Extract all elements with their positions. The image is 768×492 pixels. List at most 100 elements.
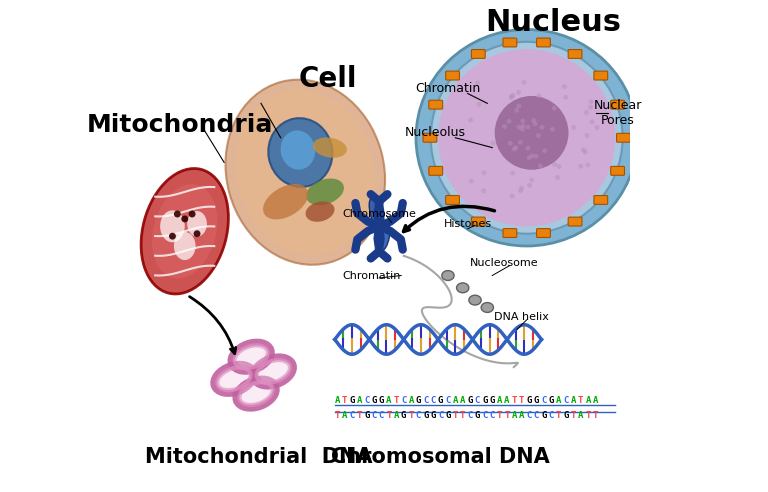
FancyBboxPatch shape [617,133,631,142]
Text: T: T [578,397,584,405]
Text: G: G [475,411,480,420]
Text: A: A [578,411,584,420]
Circle shape [585,162,591,167]
Text: A: A [593,397,598,405]
Text: C: C [423,397,429,405]
Text: Cell: Cell [298,65,356,92]
Circle shape [525,124,531,129]
Circle shape [530,154,535,158]
Ellipse shape [306,179,344,205]
Text: C: C [401,397,406,405]
FancyBboxPatch shape [594,71,607,80]
Circle shape [538,163,543,168]
Circle shape [562,84,567,89]
Circle shape [563,95,568,100]
Text: G: G [445,411,451,420]
Circle shape [169,233,176,240]
FancyBboxPatch shape [429,166,442,175]
Circle shape [510,194,515,199]
Text: A: A [505,397,510,405]
Circle shape [584,110,589,115]
Circle shape [525,146,531,151]
Circle shape [529,178,535,183]
Circle shape [508,95,514,100]
Ellipse shape [174,232,196,260]
Text: Mitochondria: Mitochondria [87,114,273,137]
Circle shape [517,104,521,109]
Text: C: C [364,397,369,405]
Text: G: G [534,397,539,405]
Text: A: A [519,411,525,420]
Text: G: G [438,397,443,405]
Text: C: C [489,411,495,420]
Text: G: G [482,397,488,405]
Text: C: C [526,411,531,420]
Circle shape [583,150,588,154]
Text: T: T [452,411,458,420]
Text: C: C [541,397,547,405]
Circle shape [557,164,561,169]
Circle shape [514,145,518,150]
Text: G: G [526,397,531,405]
Text: C: C [445,397,451,405]
Circle shape [518,140,523,145]
Circle shape [588,99,594,104]
Text: A: A [452,397,458,405]
Text: Mitochondrial  DNA: Mitochondrial DNA [145,447,372,466]
Ellipse shape [378,221,390,251]
Ellipse shape [263,184,308,219]
Text: G: G [548,397,554,405]
Text: G: G [415,397,421,405]
Ellipse shape [442,271,454,280]
Text: T: T [585,411,591,420]
Circle shape [521,80,526,85]
Ellipse shape [438,49,615,226]
Circle shape [491,141,495,146]
Text: A: A [394,411,399,420]
Circle shape [584,133,590,138]
Text: G: G [372,397,377,405]
Text: G: G [541,411,547,420]
Text: T: T [409,411,414,420]
Circle shape [590,120,594,124]
Ellipse shape [469,295,482,305]
Circle shape [509,94,514,99]
Circle shape [536,133,541,138]
FancyBboxPatch shape [429,100,442,109]
Circle shape [519,185,524,190]
FancyBboxPatch shape [503,38,517,47]
Circle shape [521,123,525,128]
Ellipse shape [161,210,185,242]
Circle shape [469,179,474,184]
Text: Chromatin: Chromatin [415,82,481,95]
Ellipse shape [268,118,333,187]
Text: G: G [423,411,429,420]
Text: A: A [386,397,392,405]
FancyBboxPatch shape [568,217,582,226]
Circle shape [578,164,583,169]
Text: T: T [394,397,399,405]
Text: C: C [372,411,377,420]
Text: A: A [460,397,465,405]
Circle shape [542,149,547,154]
Text: A: A [356,397,362,405]
Text: T: T [511,397,517,405]
Circle shape [518,188,523,193]
Ellipse shape [306,201,335,222]
Text: Chromosome: Chromosome [342,209,416,219]
Circle shape [510,171,515,176]
Text: G: G [468,397,473,405]
Ellipse shape [226,80,385,265]
Text: A: A [335,397,340,405]
Text: A: A [497,397,502,405]
Circle shape [539,125,545,130]
Text: A: A [585,397,591,405]
Text: Nucleosome: Nucleosome [470,258,539,268]
Ellipse shape [242,383,270,404]
Text: T: T [342,397,347,405]
FancyBboxPatch shape [611,166,624,175]
Text: C: C [415,411,421,420]
Text: C: C [482,411,488,420]
Circle shape [534,154,538,158]
Text: G: G [489,397,495,405]
